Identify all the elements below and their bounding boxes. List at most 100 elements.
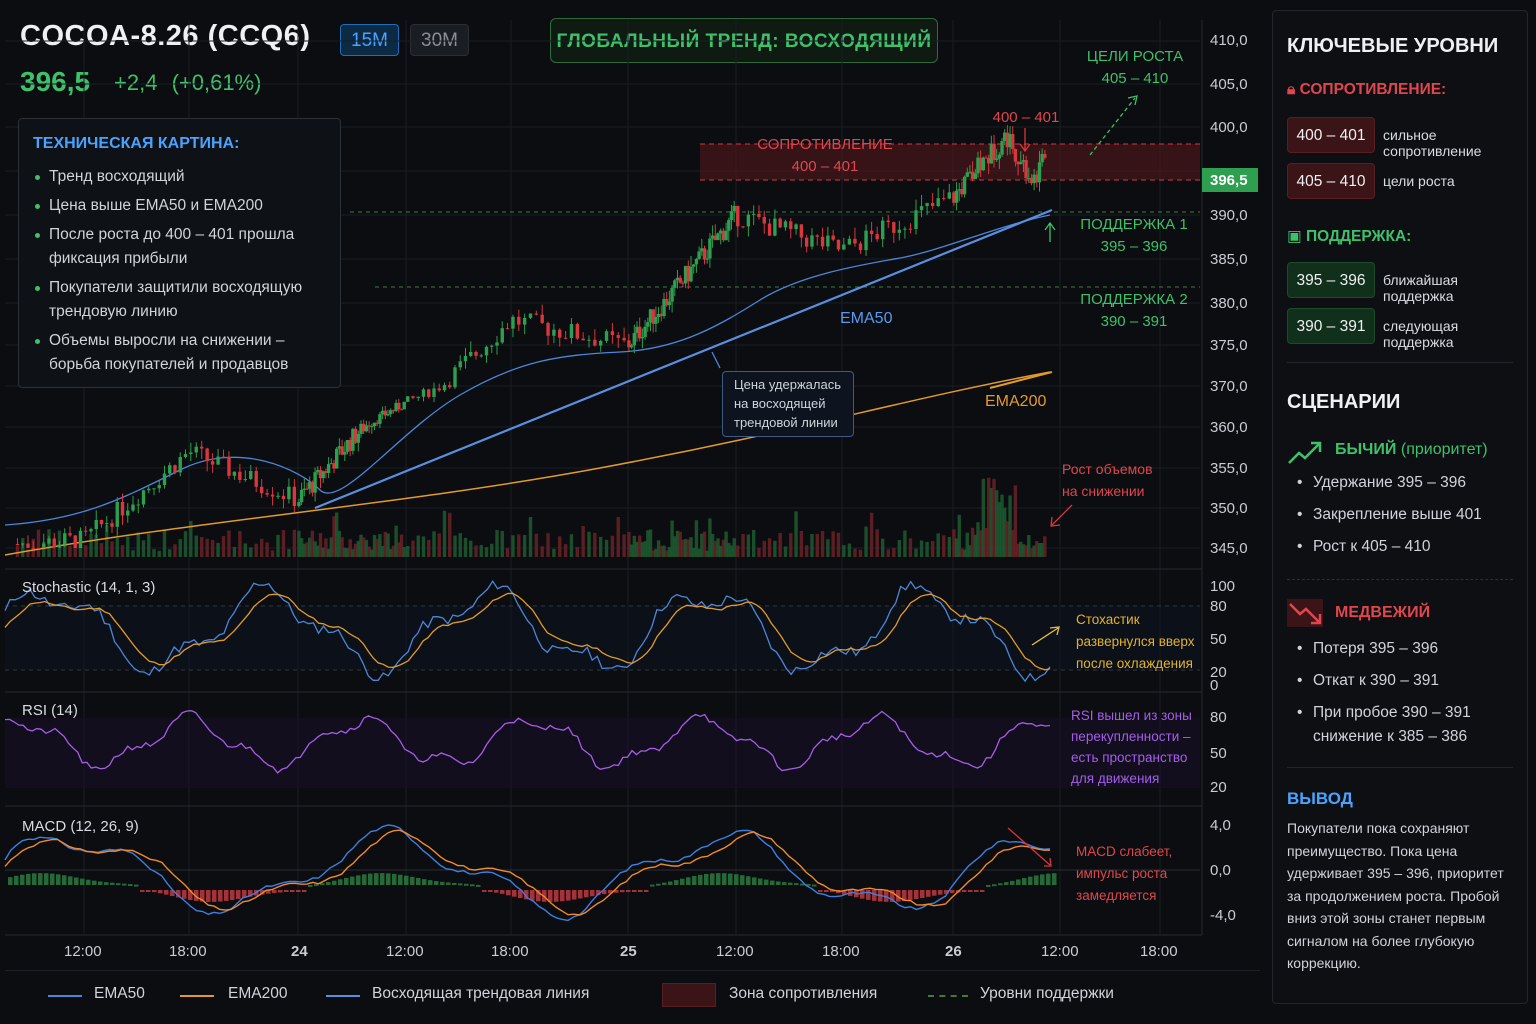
macd-hist-bar: [620, 890, 625, 893]
volume-bar: [147, 533, 151, 557]
legend-bar: [5, 970, 1260, 1016]
volume-bar: [437, 533, 441, 557]
macd-line: [4, 824, 1051, 922]
volume-bar: [686, 539, 690, 557]
volume-bar: [500, 530, 504, 557]
macd-hist-bar: [410, 876, 415, 885]
macd-hist-bar: [74, 877, 79, 885]
candle-body: [656, 313, 661, 317]
candle-body: [31, 547, 35, 549]
candle-body: [708, 238, 712, 259]
macd-hist-bar: [32, 873, 37, 885]
candle-body: [63, 533, 67, 545]
macd-tick: -4,0: [1210, 907, 1236, 924]
volume-bar: [416, 535, 420, 557]
candle-body: [665, 298, 669, 306]
volume-bar: [265, 542, 269, 557]
volume-bar: [511, 535, 515, 557]
volume-bar: [1013, 485, 1018, 557]
candle-body: [78, 530, 83, 548]
macd-hist-bar: [434, 881, 439, 885]
volume-bar: [505, 548, 510, 557]
candle-body: [495, 342, 499, 346]
macd-hist-bar: [752, 877, 757, 885]
volume-bar: [442, 510, 447, 557]
volume-bar: [692, 547, 696, 557]
candle-body: [957, 189, 961, 191]
volume-bar: [746, 534, 751, 557]
last-price: 396,5: [20, 66, 91, 97]
volume-bar: [389, 548, 393, 557]
volume-bar: [886, 549, 890, 557]
y-tick: 410,0: [1210, 32, 1248, 49]
volume-bar: [1021, 544, 1026, 557]
macd-hist-bar: [416, 878, 421, 885]
candle-body: [168, 465, 172, 474]
volume-bar: [667, 547, 672, 557]
candle-body: [36, 548, 41, 549]
technical-summary-panel: ТЕХНИЧЕСКАЯ КАРТИНА: Тренд восходящий Це…: [18, 118, 341, 388]
volume-bar: [359, 534, 363, 557]
volume-bar: [378, 534, 382, 557]
volume-bar: [310, 530, 315, 557]
macd-hist-bar: [770, 880, 775, 885]
volume-bar: [810, 533, 814, 557]
timeframe-15m-button[interactable]: 15M: [340, 24, 399, 56]
volume-bar: [152, 549, 156, 557]
macd-hist-bar: [440, 881, 445, 885]
volume-bar: [299, 538, 304, 557]
volume-bar: [638, 535, 642, 557]
candle-body: [259, 486, 264, 494]
volume-bar: [448, 512, 452, 557]
ema50-line: [4, 214, 1051, 526]
macd-hist-bar: [764, 879, 769, 885]
y-tick: 355,0: [1210, 460, 1248, 477]
candle-body: [741, 226, 745, 228]
candle-body: [411, 396, 415, 398]
volume-bar: [94, 534, 98, 557]
candle-body: [984, 157, 988, 159]
stochastic-title: Stochastic (14, 1, 3): [22, 579, 156, 596]
volume-bar: [947, 536, 951, 557]
macd-hist-bar: [224, 890, 229, 901]
candle-body: [1016, 161, 1020, 165]
candle-body: [789, 221, 793, 230]
resistance-level-badge: 405 – 410: [1287, 163, 1375, 199]
macd-hist-bar: [626, 890, 631, 892]
volume-bar: [484, 547, 489, 557]
volume-bar: [36, 529, 41, 557]
macd-hist-bar: [236, 890, 241, 899]
candle-body: [136, 504, 140, 506]
volume-bar: [540, 546, 544, 557]
volume-bar: [432, 531, 436, 557]
price-change: +2,4 (+0,61%): [114, 70, 261, 96]
macd-hist-bar: [902, 890, 907, 901]
volume-bar: [965, 532, 969, 557]
macd-hist-bar: [20, 874, 25, 885]
volume-bar: [954, 538, 959, 557]
macd-hist-bar: [572, 890, 577, 900]
volume-bar: [375, 538, 379, 557]
volume-bar: [799, 530, 804, 557]
key-levels-sidebar: КЛЮЧЕВЫЕ УРОВНИ 🔒︎ СОПРОТИВЛЕНИЕ: 400 – …: [1272, 10, 1528, 1004]
macd-hist-bar: [932, 890, 937, 896]
volume-bar: [89, 534, 93, 557]
candle-body: [406, 396, 410, 402]
volume-bar: [495, 530, 499, 557]
candle-body: [919, 206, 924, 211]
macd-hist-bar: [962, 890, 967, 892]
volume-bar: [897, 540, 902, 557]
volume-bar: [1000, 494, 1004, 557]
volume-bar: [394, 525, 398, 557]
volume-bar: [989, 488, 994, 557]
candle-body: [302, 488, 306, 490]
candle-body: [1011, 134, 1015, 149]
volume-bar: [973, 534, 977, 557]
macd-hist-bar: [140, 890, 145, 892]
volume-bar: [316, 545, 320, 557]
volume-bar: [383, 531, 387, 557]
price-chart[interactable]: [0, 0, 1265, 975]
volume-bar: [259, 538, 264, 557]
candle-body: [448, 385, 452, 388]
candle-body: [474, 351, 478, 356]
